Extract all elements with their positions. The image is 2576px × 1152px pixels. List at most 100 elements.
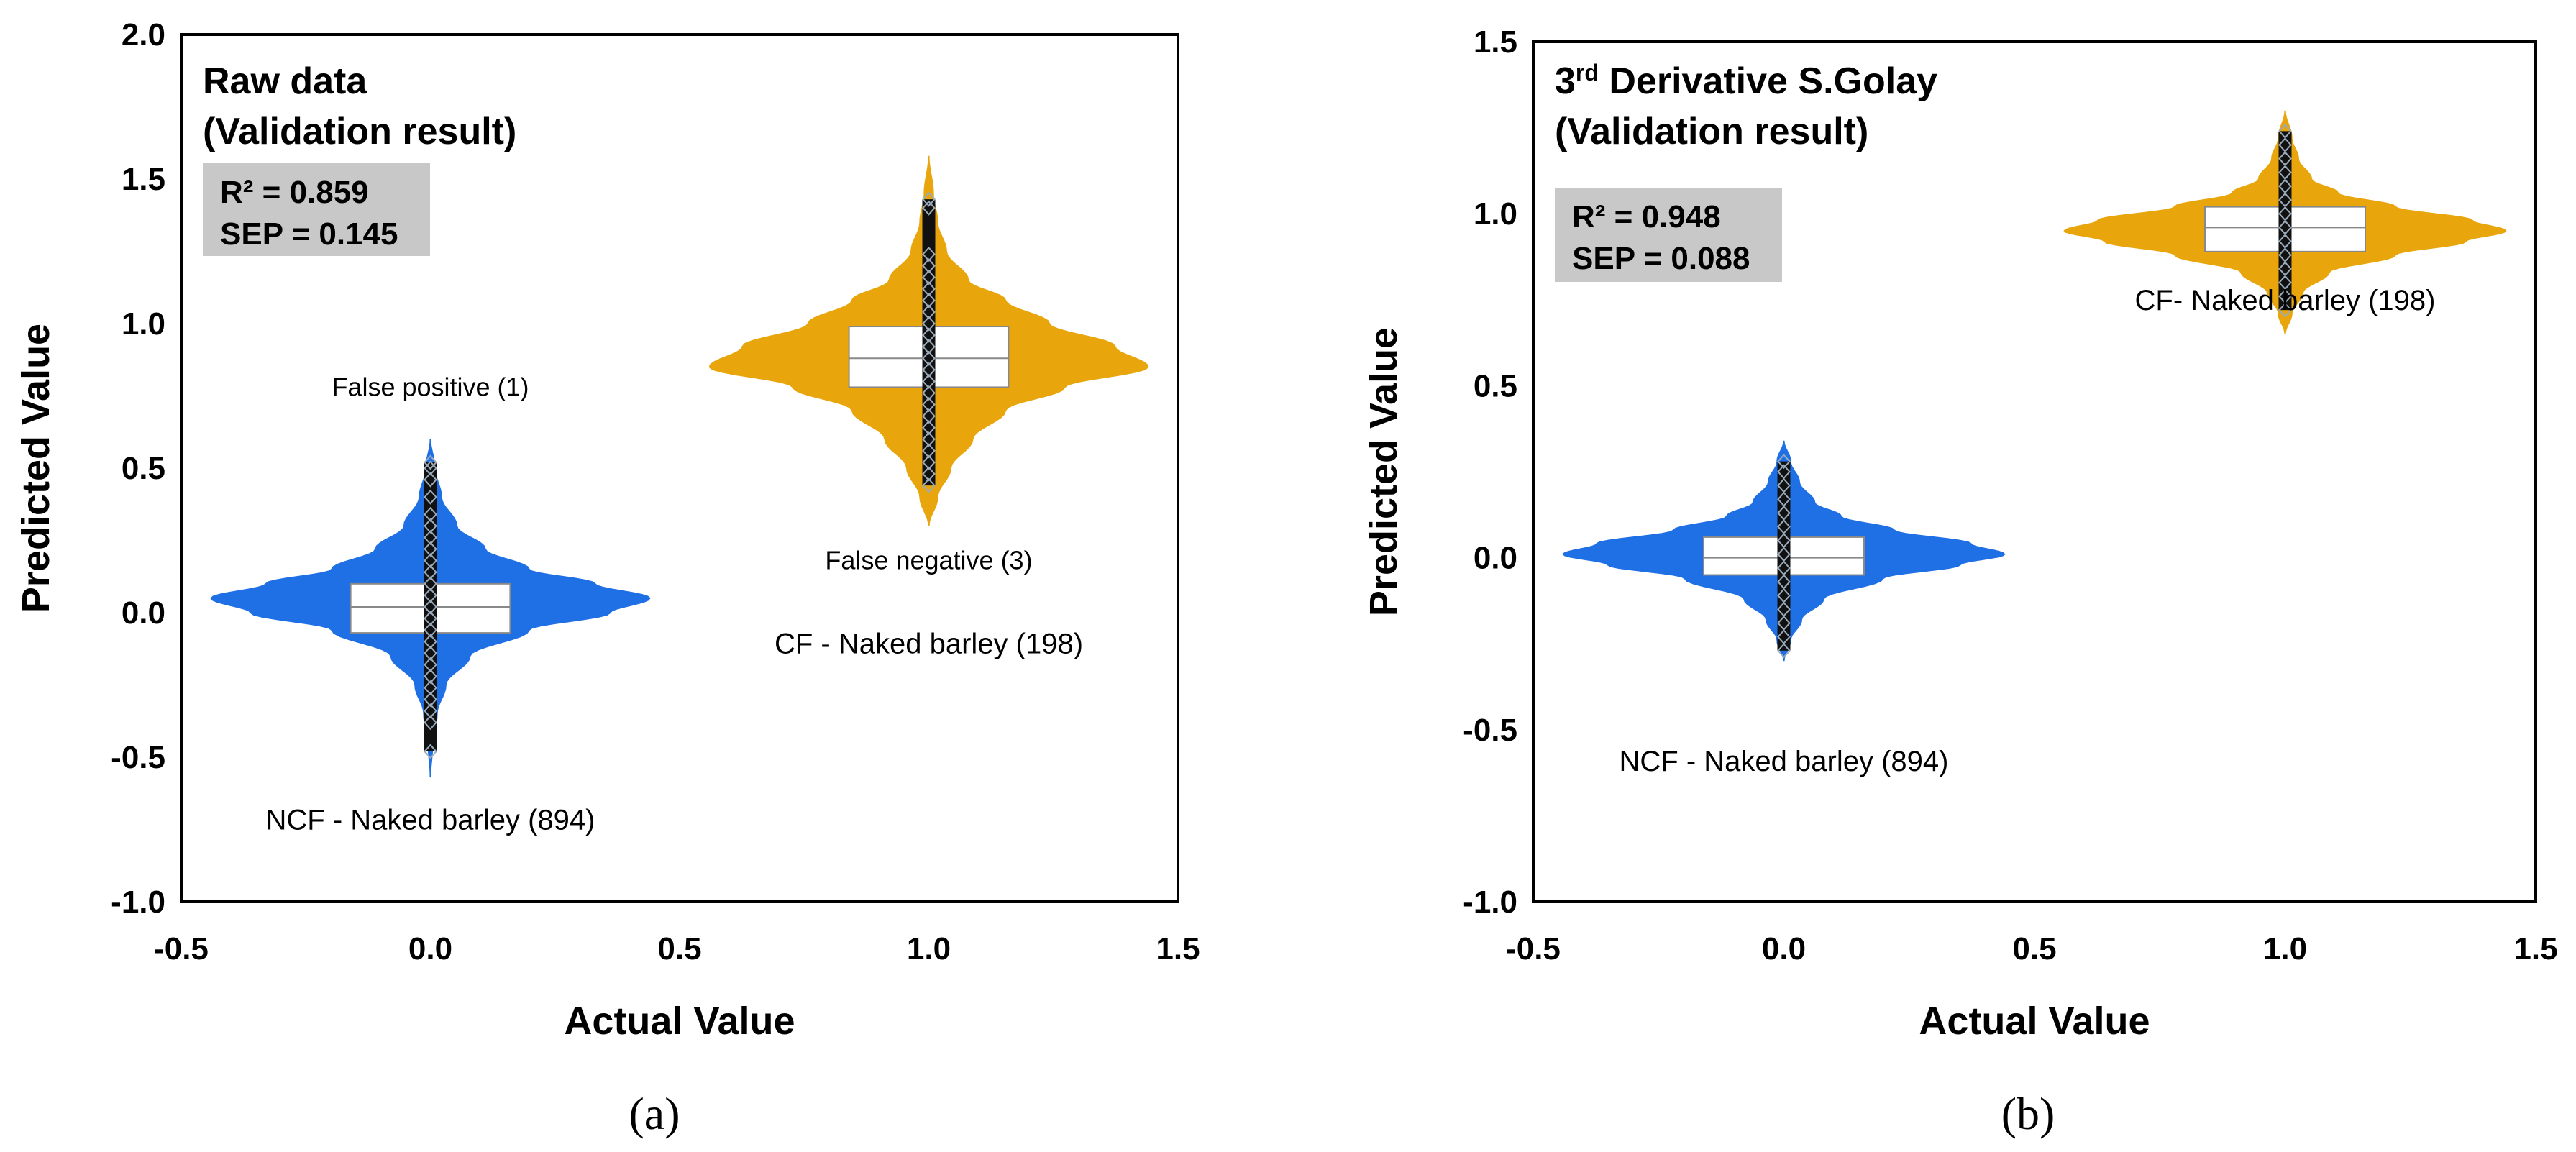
panel-a-title-line1: Raw data [203, 60, 367, 102]
panel-b-data-point [1777, 629, 1791, 645]
panel-b-data-point [2278, 219, 2292, 235]
panel-b-data-point [2278, 137, 2292, 153]
panel-a-data-point [922, 327, 936, 343]
panel-a-data-point [424, 703, 437, 719]
panel-b-data-point [1777, 615, 1791, 631]
panel-a-data-point [424, 564, 437, 580]
panel-b-y-tick-label: 0.0 [1474, 541, 1517, 576]
panel-a-y-tick-label: 0.5 [122, 451, 165, 486]
panel-a-x-axis-title: Actual Value [564, 1000, 795, 1043]
panel-b-data-point [2278, 178, 2292, 194]
panel-a-data-point [424, 622, 437, 638]
panel-b-data-point [1777, 519, 1791, 535]
panel-b-title-line1: 3rd Derivative S.Golay [1555, 60, 1937, 102]
panel-a-data-point [922, 454, 936, 470]
panel-a-data-point [424, 489, 437, 505]
panel-b-x-tick-label: -0.5 [1506, 931, 1561, 966]
panel-b-y-tick-label: 1.5 [1474, 24, 1517, 60]
panel-b-sep: SEP = 0.088 [1572, 241, 1750, 276]
panel-a-data-point [922, 362, 936, 378]
panel-b-data-point [2278, 151, 2292, 167]
panel-a-data-point [922, 304, 936, 320]
panel-a-data-point [424, 460, 437, 476]
panel-a-data-point [424, 680, 437, 696]
panel-a-y-tick-label: 0.0 [122, 595, 165, 631]
panel-b-stats-box [1555, 188, 1782, 282]
panel-a-annotation-false-positive: False positive (1) [332, 372, 529, 402]
panel-a-y-tick-label: -1.0 [111, 884, 165, 920]
panel-a-data-point [922, 258, 936, 274]
panel-b-data-point [2278, 123, 2292, 139]
panel-b-data-point [1777, 601, 1791, 617]
panel-a-caption: (a) [629, 1088, 680, 1139]
panel-a-x-tick-label: 0.0 [408, 931, 452, 966]
panel-a-data-point [424, 599, 437, 615]
panel-a-y-tick-label: 1.5 [122, 162, 165, 197]
panel-a-x-tick-label: 0.5 [657, 931, 701, 966]
panel-a-data-point [922, 431, 936, 447]
panel-b-y-tick-label: -0.5 [1463, 713, 1517, 748]
panel-a-data-point [424, 657, 437, 672]
panel-b-data-point [2278, 247, 2292, 263]
panel-a-data-point [424, 744, 437, 759]
panel-b-point-strip-ncf [1777, 461, 1791, 651]
panel-a-data-point [922, 408, 936, 424]
panel-b-data-point [1777, 547, 1791, 562]
panel-b-x-tick-label: 1.0 [2263, 931, 2307, 966]
panel-b-title-line2: (Validation result) [1555, 111, 1868, 152]
panel-a-data-point [424, 645, 437, 661]
panel-a-data-point [424, 518, 437, 534]
panel-a-data-point [424, 541, 437, 557]
panel-b-data-point [2278, 302, 2292, 318]
panel-b-x-tick-label: 1.5 [2513, 931, 2557, 966]
panel-a-data-point [424, 472, 437, 488]
panel-b-plot-frame [1532, 40, 2537, 903]
panel-b: 3rd Derivative S.Golay (Validation resul… [1362, 24, 2558, 1139]
panel-a-data-point [922, 200, 936, 216]
panel-b-data-point [1777, 477, 1791, 493]
panel-a-stats-box [203, 163, 430, 256]
panel-a-sep: SEP = 0.145 [220, 216, 398, 252]
panel-a-annotation-ncf-label: NCF - Naked barley (894) [266, 805, 595, 836]
panel-b-r2: R² = 0.948 [1572, 199, 1721, 234]
panel-b-x-axis-title: Actual Value [1919, 1000, 2150, 1043]
panel-b-data-point [1777, 574, 1791, 590]
panel-a-x-tick-label: -0.5 [154, 931, 209, 966]
panel-a-r2: R² = 0.859 [220, 175, 369, 210]
panel-b-y-tick-label: 0.5 [1474, 368, 1517, 403]
panel-a: Raw data (Validation result) R² = 0.859 … [14, 17, 1200, 1139]
panel-b-data-point [2278, 261, 2292, 277]
panel-a-data-point [922, 385, 936, 401]
panel-b-data-point [2278, 206, 2292, 221]
panel-a-data-point [424, 506, 437, 522]
panel-a-data-point [424, 668, 437, 684]
panel-a-y-tick-label: -0.5 [111, 740, 165, 775]
panel-a-data-point [922, 191, 936, 207]
panel-b-data-point [1777, 454, 1791, 470]
panel-b-title-rest: Derivative S.Golay [1599, 60, 1937, 102]
panel-b-title-line1-text: 3 [1555, 60, 1576, 102]
panel-b-annotation-ncf-label: NCF - Naked barley (894) [1620, 746, 1949, 777]
panel-a-data-point [424, 715, 437, 731]
panel-a-data-point [922, 247, 936, 262]
panel-b-caption: (b) [2001, 1088, 2055, 1139]
panel-a-y-tick-label: 2.0 [122, 17, 165, 52]
panel-a-data-point [922, 373, 936, 389]
panel-b-data-point [1777, 491, 1791, 507]
panel-a-data-point [922, 420, 936, 436]
panel-a-data-point [922, 397, 936, 413]
panel-a-x-tick-label: 1.0 [907, 931, 951, 966]
panel-a-data-point [424, 634, 437, 649]
panel-a-title-line2: (Validation result) [203, 111, 516, 152]
panel-a-x-tick-label: 1.5 [1156, 931, 1200, 966]
panel-a-data-point [922, 466, 936, 482]
panel-b-violins [1562, 110, 2507, 662]
panel-a-annotation-cf-label: CF - Naked barley (198) [775, 628, 1083, 659]
panel-a-data-point [922, 316, 936, 332]
panel-a-data-point [424, 588, 437, 603]
panel-b-y-tick-label: -1.0 [1463, 884, 1517, 920]
panel-b-data-point [1777, 588, 1791, 603]
panel-a-annotation-false-negative: False negative (3) [825, 546, 1032, 575]
panel-a-data-point [922, 443, 936, 459]
